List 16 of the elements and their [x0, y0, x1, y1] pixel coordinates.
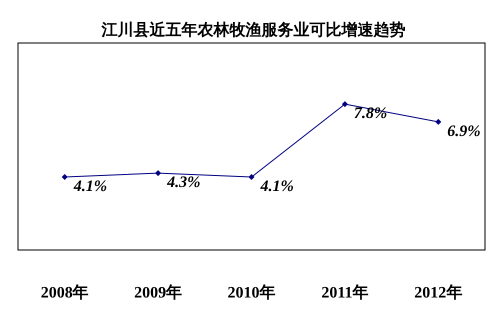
point	[248, 174, 254, 180]
point	[342, 101, 348, 108]
x-tick-label: 2011年	[321, 283, 368, 302]
data-label: 4.1%	[260, 178, 294, 196]
data-label: 6.9%	[447, 122, 481, 140]
data-label: 4.3%	[166, 174, 200, 192]
point	[435, 118, 442, 125]
x-tick-label: 2010年	[228, 283, 276, 302]
x-tick-label: 2008年	[40, 283, 89, 302]
x-tick-label: 2009年	[134, 283, 182, 302]
data-label: 4.1%	[72, 178, 108, 196]
data-label: 7.8%	[354, 105, 388, 122]
point	[155, 170, 162, 176]
chart-title: 江川县近五年农林牧渔服务业可比增速趋势	[100, 20, 406, 41]
point	[62, 174, 68, 180]
x-tick-label: 2012年	[414, 283, 462, 302]
